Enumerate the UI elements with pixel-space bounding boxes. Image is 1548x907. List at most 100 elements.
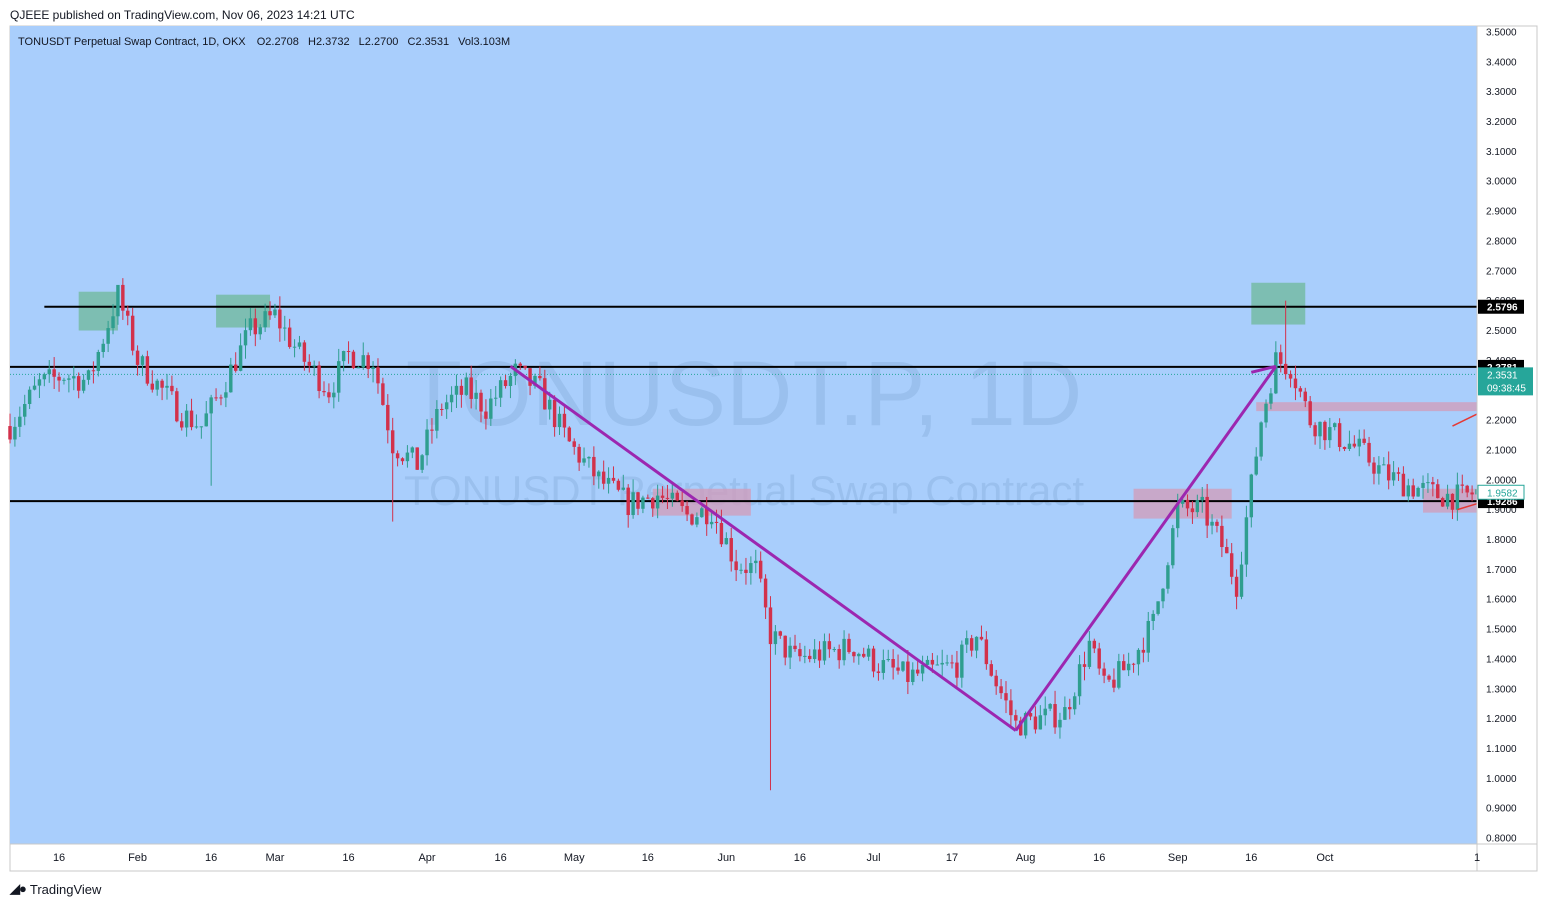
candle-body [72,376,76,379]
candle-body [1087,640,1092,667]
x-axis[interactable]: 16 Feb 16 Mar 16 Apr 16 May 16 Jun 16 Jul 17 Aug 16 Sep… [53,852,1480,864]
price-chart[interactable]: TONUSDT.P, 1D TONUSDT Perpetual Swap Con… [0,0,1548,880]
candle-body [827,641,832,650]
candle-body [1337,423,1342,447]
candle-body [1279,352,1283,364]
supply-zone [1251,282,1306,325]
demand-zone [1256,402,1477,412]
candle-body [940,662,944,665]
candle-body [1210,521,1214,526]
y-tick-label: 0.9000 [1486,804,1517,815]
x-tick-label: 16 [1093,852,1105,864]
candle-body [601,471,606,484]
candle-body [1082,664,1087,667]
candle-body [552,399,557,428]
candle-body [1180,499,1185,504]
candle-body [1406,485,1411,497]
candle-body [739,569,743,571]
candle-body [440,409,444,411]
candle-body [121,284,125,311]
candle-body [1122,661,1126,671]
supply-zone [216,294,271,328]
candle-body [307,361,312,366]
candle-body [381,383,385,405]
candle-body [690,514,694,525]
footer-brand[interactable]: ◢● TradingView [10,881,101,897]
level-price-label: 1.9286 [1487,497,1518,508]
y-tick-label: 1.4000 [1486,654,1517,665]
candle-body [170,385,174,392]
legend-volume-label: Vol [458,36,473,48]
candle-body [749,563,753,573]
candle-body [1136,649,1141,665]
y-tick-label: 3.1000 [1486,147,1517,158]
candle-body [116,284,120,317]
candle-body [592,456,596,477]
candle-body [23,403,27,417]
candle-body [1440,498,1445,507]
y-tick-label: 1.5000 [1486,625,1517,636]
candle-body [376,367,380,384]
candle-body [832,649,836,651]
current-price-badge [1478,367,1533,396]
legend-close-label: C [408,36,416,48]
x-tick-label: 16 [342,852,354,864]
candle-body [1151,613,1155,621]
candle-body [268,311,272,316]
candle-body [1313,425,1317,437]
candle-body [430,429,434,431]
candle-body [788,645,792,658]
candle-body [1077,664,1082,697]
y-tick-label: 0.8000 [1486,834,1517,845]
candle-body [1396,472,1401,474]
candle-body [410,447,415,453]
candle-body [1426,482,1430,484]
candle-body [1072,696,1077,710]
legend-low-label: L [359,36,365,48]
y-tick-label: 2.5000 [1486,326,1517,337]
candle-body [474,392,478,399]
candle-body [508,375,513,387]
y-tick-label: 2.2000 [1486,416,1517,427]
candle-body [67,378,71,380]
x-tick-label: 16 [205,852,217,864]
candle-body [27,389,32,404]
candle-body [435,409,439,431]
drawing-mark [1457,502,1478,511]
candle-body [960,644,964,678]
candle-body [1293,378,1298,389]
candle-body [1023,713,1028,736]
candle-body [812,649,817,660]
candle-body [1465,485,1469,493]
candle-body [528,368,532,386]
candle-body [714,521,719,524]
candle-body [1239,564,1244,597]
candle-body [327,392,331,398]
candle-body [283,327,287,329]
candle-body [670,492,675,499]
candle-body [709,521,714,525]
candle-body [1347,443,1352,449]
candle-body [778,631,783,636]
candle-body [140,356,145,365]
candle-body [1009,700,1013,716]
y-tick-label: 2.0000 [1486,475,1517,486]
candle-body [37,379,42,386]
candle-body [842,638,846,661]
candle-body [18,416,22,427]
y-tick-label: 2.1000 [1486,445,1517,456]
candle-body [111,316,115,329]
y-tick-label: 1.7000 [1486,565,1517,576]
candle-body [1342,446,1347,449]
candle-body [822,641,827,661]
candle-body [611,477,616,481]
candle-body [763,578,768,608]
candle-body [86,370,91,380]
candle-body [302,342,307,362]
legend-volume: 3.103M [473,36,510,48]
candle-body [194,426,199,428]
candle-body [906,661,910,682]
candle-body [371,367,375,370]
candle-body [449,394,454,403]
candle-body [837,649,841,661]
